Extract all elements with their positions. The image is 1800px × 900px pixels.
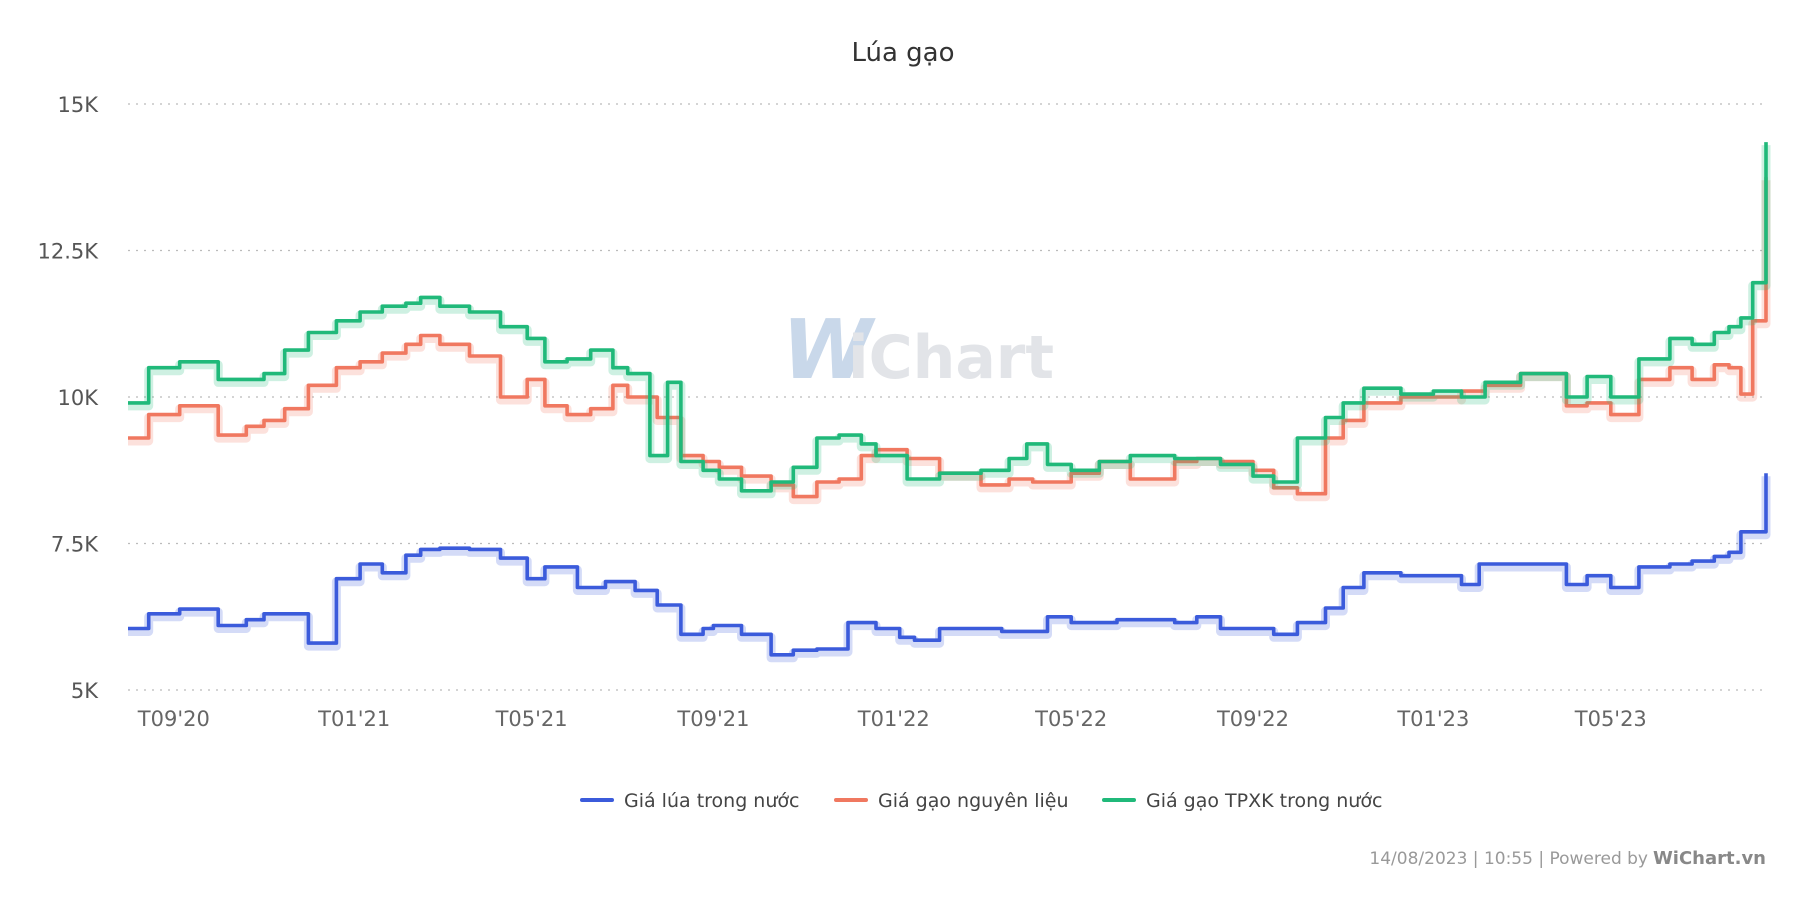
- legend-item-3[interactable]: Giá gạo TPXK trong nước: [1102, 790, 1382, 812]
- y-tick-label: 7.5K: [51, 533, 99, 557]
- legend: Giá lúa trong nước Giá gạo nguyên liệu Giá…: [580, 790, 1382, 812]
- x-tick-label: T05'22: [1034, 707, 1107, 731]
- series-line-1: [128, 473, 1768, 657]
- chart-title: Lúa gạo: [851, 38, 954, 68]
- series-lines: [128, 142, 1771, 663]
- footer-timestamp: 14/08/2023 | 10:55 | Powered by: [1369, 849, 1648, 869]
- y-tick-label: 12.5K: [37, 240, 99, 264]
- series-glow: [128, 145, 1771, 499]
- x-axis: T09'20 T01'21 T05'21 T09'21 T01'22 T05'22 T09'…: [137, 707, 1647, 731]
- watermark: W iChart: [782, 303, 1054, 398]
- legend-item-2[interactable]: Giá gạo nguyên liệu: [834, 790, 1069, 812]
- grid-lines: [128, 103, 1766, 691]
- watermark-chart: iChart: [848, 323, 1054, 393]
- y-tick-label: 10K: [58, 386, 100, 410]
- series-glow: [128, 476, 1771, 663]
- x-tick-label: T01'21: [317, 707, 390, 731]
- footer-brand: WiChart.vn: [1653, 848, 1766, 869]
- x-tick-label: T05'21: [495, 707, 568, 731]
- y-tick-label: 15K: [58, 93, 100, 117]
- x-tick-label: T01'23: [1396, 707, 1469, 731]
- legend-item-1[interactable]: Giá lúa trong nước: [580, 790, 799, 812]
- legend-label: Giá gạo nguyên liệu: [878, 790, 1069, 812]
- legend-label: Giá gạo TPXK trong nước: [1146, 790, 1382, 812]
- x-tick-label: T01'22: [857, 707, 930, 731]
- legend-label: Giá lúa trong nước: [624, 790, 799, 812]
- series-line-3: [128, 142, 1768, 493]
- watermark-w: W: [782, 303, 876, 398]
- x-tick-label: T09'20: [137, 707, 210, 731]
- x-tick-label: T09'21: [676, 707, 749, 731]
- x-tick-label: T09'22: [1216, 707, 1289, 731]
- y-tick-label: 5K: [71, 679, 99, 703]
- x-tick-label: T05'23: [1574, 707, 1647, 731]
- footer: 14/08/2023 | 10:55 | Powered by WiChart.…: [1369, 848, 1766, 869]
- y-axis: 5K 7.5K 10K 12.5K 15K: [37, 93, 99, 703]
